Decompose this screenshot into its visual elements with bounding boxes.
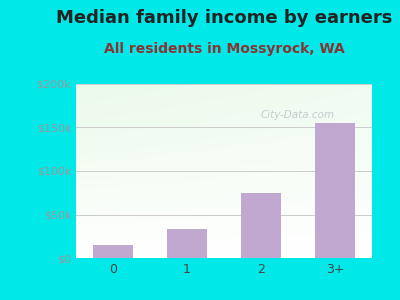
Text: All residents in Mossyrock, WA: All residents in Mossyrock, WA bbox=[104, 42, 344, 56]
Text: City-Data.com: City-Data.com bbox=[261, 110, 335, 120]
Bar bbox=[315, 123, 355, 258]
Bar bbox=[167, 229, 207, 258]
Text: Median family income by earners: Median family income by earners bbox=[56, 9, 392, 27]
Bar bbox=[241, 193, 281, 258]
Bar bbox=[93, 245, 133, 258]
